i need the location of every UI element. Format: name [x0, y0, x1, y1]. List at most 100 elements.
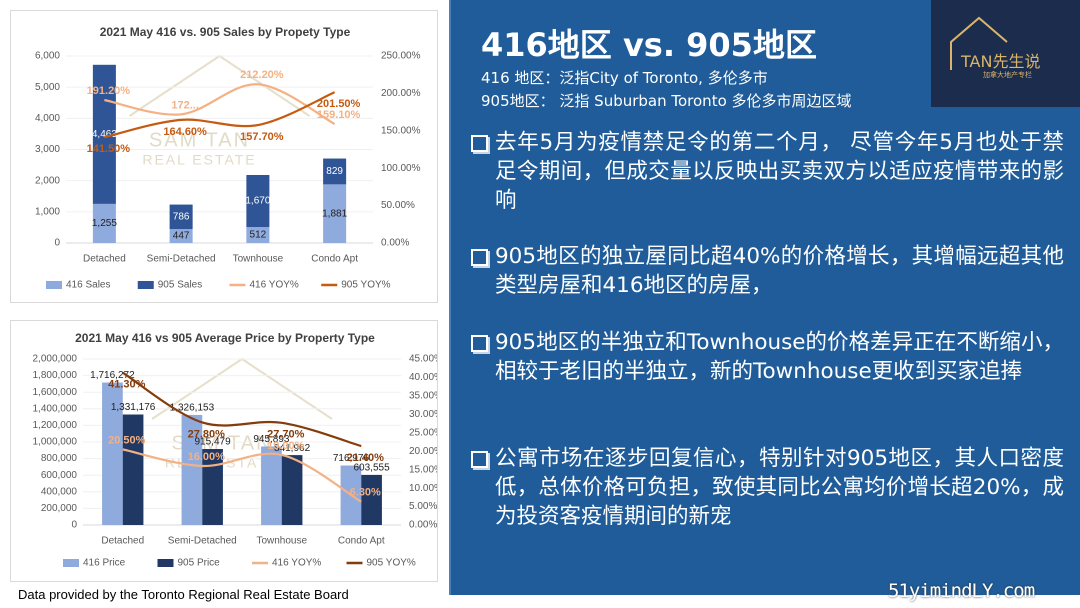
- x-tick-label: Semi-Detached: [168, 536, 237, 547]
- y-tick-label: 200,000: [41, 503, 78, 514]
- line-label: 41.30%: [108, 379, 146, 391]
- bar: [169, 204, 193, 230]
- y2-tick-label: 25.00%: [409, 427, 438, 438]
- legend-swatch: [63, 559, 79, 567]
- y-tick-label: 4,000: [35, 113, 60, 124]
- y2-tick-label: 150.00%: [381, 125, 421, 136]
- y-tick-label: 1,200,000: [33, 420, 78, 431]
- y-tick-label: 6,000: [35, 51, 60, 62]
- y2-tick-label: 15.00%: [409, 464, 438, 475]
- bullet-text: 905地区的独立屋同比超40%的价格增长，其增幅远超其他类型房屋和416地区的房…: [495, 244, 1064, 298]
- bar: [246, 227, 270, 243]
- y-tick-label: 800,000: [41, 453, 78, 464]
- logo: TAN先生说 加拿大地产专栏: [931, 0, 1080, 107]
- chart-title: 2021 May 416 vs 905 Average Price by Pro…: [75, 331, 375, 345]
- line-label: 21.40%: [347, 452, 385, 464]
- y-tick-label: 3,000: [35, 144, 60, 155]
- bullet-text: 905地区的半独立和Townhouse的价格差异正在不断缩小，相较于老旧的半独立…: [495, 330, 1064, 384]
- logo-name: TAN先生说: [961, 52, 1041, 71]
- panel-line: 905地区： 泛指 Suburban Toronto 多伦多市周边区域: [481, 92, 852, 110]
- bar-label: 1,255: [92, 218, 117, 229]
- bar-label: 1,326,153: [170, 403, 215, 414]
- line: [104, 83, 336, 125]
- legend-label: 905 YOY%: [341, 280, 390, 291]
- bar-label: 1,670: [245, 196, 270, 207]
- line-label: 159.10%: [317, 109, 361, 121]
- y-tick-label: 400,000: [41, 486, 78, 497]
- legend-swatch: [157, 559, 174, 567]
- bar: [92, 64, 116, 204]
- line-label: 20.50%: [108, 434, 146, 446]
- bar: [361, 474, 382, 525]
- legend-label: 905 YOY%: [367, 558, 416, 569]
- line: [104, 91, 336, 139]
- y2-tick-label: 5.00%: [409, 501, 437, 512]
- bar-label: 1,716,272: [90, 370, 135, 381]
- x-tick-label: Townhouse: [256, 536, 307, 547]
- watermark-text: REAL ESTATE: [142, 152, 256, 168]
- x-tick-label: Condo Apt: [311, 254, 358, 265]
- bar: [102, 382, 123, 525]
- logo-house: [950, 16, 1008, 70]
- bar: [246, 174, 270, 228]
- bar: [261, 446, 282, 525]
- y-tick-label: 2,000,000: [33, 354, 78, 365]
- y2-tick-label: 100.00%: [381, 163, 421, 174]
- legend-label: 416 Sales: [66, 280, 110, 291]
- y2-tick-label: 250.00%: [381, 51, 421, 62]
- line-label: 172...: [171, 99, 199, 111]
- y2-tick-label: 20.00%: [409, 446, 438, 457]
- y-tick-label: 1,800,000: [33, 370, 78, 381]
- bar-label: 1,331,176: [111, 402, 156, 413]
- y2-tick-label: 0.00%: [381, 238, 409, 249]
- line-label: 6.30%: [350, 487, 381, 499]
- watermark-text: SAM TAN: [149, 129, 250, 151]
- bar: [202, 449, 223, 525]
- bullet: 公寓市场在逐步回复信心，特别针对905地区，其人口密度低，总体价格可负担，致使其…: [469, 444, 1064, 531]
- y2-tick-label: 30.00%: [409, 409, 438, 420]
- chart-title: 2021 May 416 vs. 905 Sales by Propety Ty…: [100, 25, 351, 39]
- bar-label: 786: [173, 211, 190, 222]
- y2-tick-label: 50.00%: [381, 200, 415, 211]
- x-tick-label: Detached: [101, 536, 144, 547]
- bar: [169, 229, 193, 243]
- watermark-house: [128, 54, 311, 117]
- legend-label: 905 Sales: [158, 280, 202, 291]
- bar-label: 512: [250, 230, 267, 241]
- line-label: 16.00%: [188, 451, 226, 463]
- y2-tick-label: 10.00%: [409, 483, 438, 494]
- bar-label: 4,463: [92, 129, 117, 140]
- legend-swatch: [46, 281, 62, 289]
- bar: [281, 455, 303, 525]
- legend-label: 905 Price: [178, 558, 221, 569]
- footer: Data provided by the Toronto Regional Re…: [18, 587, 349, 602]
- bullet-text: 去年5月为疫情禁足令的第二个月， 尽管今年5月也处于禁足令期间，但成交量以反映出…: [495, 130, 1064, 213]
- bar-label: 1,881: [322, 208, 347, 219]
- line-label: 164.60%: [163, 126, 207, 138]
- bar: [92, 203, 116, 243]
- y-tick-label: 0: [71, 520, 77, 531]
- y2-tick-label: 40.00%: [409, 372, 438, 383]
- line-label: 27.70%: [267, 429, 305, 441]
- bullet: 去年5月为疫情禁足令的第二个月， 尽管今年5月也处于禁足令期间，但成交量以反映出…: [469, 128, 1064, 215]
- y-tick-label: 600,000: [41, 470, 78, 481]
- y-tick-label: 1,400,000: [33, 403, 78, 414]
- panel-line: 416 地区：泛指City of Toronto, 多伦多市: [481, 69, 768, 87]
- bar: [181, 414, 203, 525]
- y-tick-label: 1,000: [35, 206, 60, 217]
- line-label: 201.50%: [317, 98, 361, 110]
- line-label: 19.00%: [267, 440, 305, 452]
- bar: [122, 414, 144, 525]
- y-tick-label: 5,000: [35, 82, 60, 93]
- logo-tagline: 加拿大地产专栏: [983, 71, 1032, 79]
- line-label: 27.80%: [188, 428, 226, 440]
- x-tick-label: Semi-Detached: [147, 254, 216, 265]
- legend-label: 416 YOY%: [250, 280, 299, 291]
- bar-label: 829: [326, 166, 343, 177]
- y2-tick-label: 200.00%: [381, 88, 421, 99]
- bullet: 905地区的半独立和Townhouse的价格差异正在不断缩小，相较于老旧的半独立…: [469, 328, 1064, 386]
- y2-tick-label: 35.00%: [409, 391, 438, 402]
